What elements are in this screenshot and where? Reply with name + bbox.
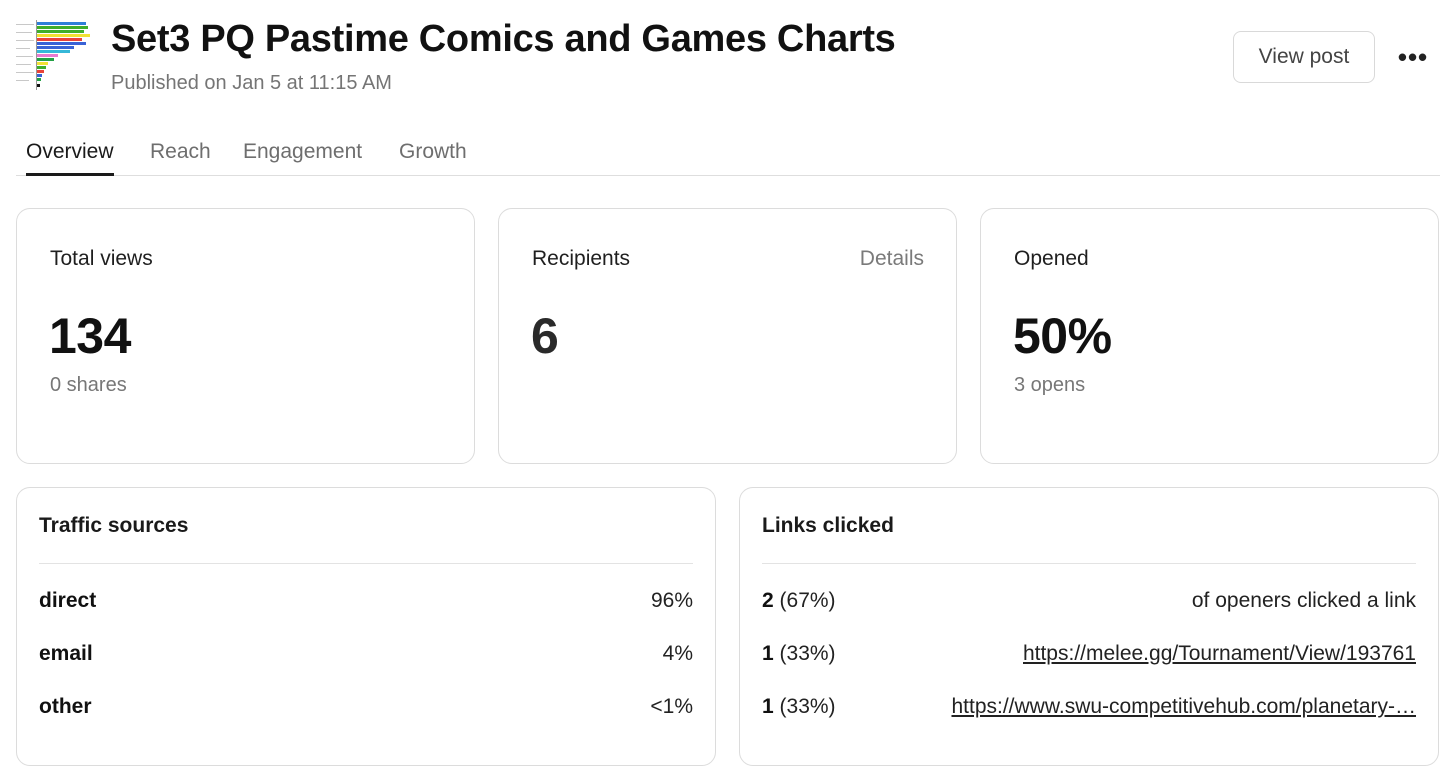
opens-count: 3 opens (1014, 374, 1086, 396)
click-count: 1 (33%) (762, 695, 836, 719)
click-count: 1 (33%) (762, 642, 836, 666)
thumbnail-label (16, 48, 30, 49)
thumbnail-bar (36, 30, 84, 33)
traffic-row: other <1% (39, 695, 693, 725)
opened-card: Opened 50% 3 opens (980, 208, 1439, 464)
thumbnail-bar (36, 70, 44, 73)
shares-count: 0 shares (50, 374, 127, 396)
total-views-label: Total views (50, 247, 153, 270)
links-clicked-panel: Links clicked 2 (67%) of openers clicked… (739, 487, 1439, 766)
thumbnail-label (16, 40, 34, 41)
thumbnail-label (16, 56, 33, 57)
openers-clicked-text: of openers clicked a link (1191, 589, 1416, 612)
clicked-link-url[interactable]: https://www.swu-competitivehub.com/plane… (951, 695, 1416, 718)
thumbnail-bar (36, 78, 41, 81)
recipients-value: 6 (531, 308, 559, 364)
click-count-number: 1 (762, 642, 774, 665)
click-count-percent: (33%) (779, 642, 836, 665)
thumbnail-bar (36, 46, 74, 49)
link-row: 1 (33%) https://www.swu-competitivehub.c… (762, 695, 1416, 725)
traffic-source-share: 96% (650, 589, 693, 612)
thumbnail-label (16, 80, 29, 81)
thumbnail-bar (36, 54, 58, 57)
thumbnail-label (16, 32, 32, 33)
view-post-button[interactable]: View post (1233, 31, 1375, 83)
thumbnail-label (16, 24, 34, 25)
recipients-details-link[interactable]: Details (859, 247, 924, 270)
tab-bar: Overview Reach Engagement Growth (16, 136, 1440, 176)
click-count-number: 1 (762, 695, 774, 718)
thumbnail-bar (36, 58, 54, 61)
traffic-source-share: <1% (650, 695, 693, 718)
click-count-percent: (67%) (779, 589, 836, 612)
divider (762, 563, 1416, 564)
thumbnail-label (16, 72, 34, 73)
post-header: Set3 PQ Pastime Comics and Games Charts … (0, 0, 1456, 120)
thumbnail-bar (36, 50, 70, 53)
recipients-card: Recipients Details 6 (498, 208, 957, 464)
thumbnail-bar (36, 26, 88, 29)
click-count-percent: (33%) (779, 695, 836, 718)
traffic-sources-panel: Traffic sources direct 96% email 4% othe… (16, 487, 716, 766)
thumbnail-label (16, 64, 31, 65)
thumbnail-axis (36, 20, 37, 90)
traffic-row: direct 96% (39, 589, 693, 619)
page-title: Set3 PQ Pastime Comics and Games Charts (111, 18, 896, 60)
total-views-value: 134 (49, 308, 131, 364)
total-views-card: Total views 134 0 shares (16, 208, 475, 464)
tab-growth[interactable]: Growth (399, 140, 467, 163)
thumbnail-bar (36, 84, 40, 87)
tab-engagement[interactable]: Engagement (243, 140, 363, 163)
divider (39, 563, 693, 564)
link-row: 2 (67%) of openers clicked a link (762, 589, 1416, 619)
link-row: 1 (33%) https://melee.gg/Tournament/View… (762, 642, 1416, 672)
thumbnail-bar (36, 62, 48, 65)
click-count-number: 2 (762, 589, 774, 612)
traffic-source-name: other (39, 695, 92, 718)
opened-label: Opened (1014, 247, 1089, 270)
tab-overview[interactable]: Overview (26, 140, 114, 176)
tab-reach[interactable]: Reach (150, 140, 211, 163)
thumbnail-bar (36, 42, 86, 45)
thumbnail-bar (36, 22, 86, 25)
links-clicked-title: Links clicked (762, 514, 894, 537)
published-date: Published on Jan 5 at 11:15 AM (111, 72, 392, 94)
thumbnail-bar (36, 34, 90, 37)
thumbnail-bar (36, 66, 46, 69)
clicked-link-url[interactable]: https://melee.gg/Tournament/View/193761 (1022, 642, 1416, 665)
thumbnail-bar (36, 38, 82, 41)
more-horizontal-icon[interactable]: ••• (1397, 41, 1429, 72)
traffic-source-share: 4% (662, 642, 693, 665)
traffic-sources-title: Traffic sources (39, 514, 189, 537)
recipients-label: Recipients (532, 247, 631, 270)
traffic-row: email 4% (39, 642, 693, 672)
thumbnail-bar (36, 74, 42, 77)
post-thumbnail-image[interactable] (14, 18, 92, 92)
traffic-source-name: direct (39, 589, 97, 612)
traffic-source-name: email (39, 642, 93, 665)
opened-value: 50% (1013, 308, 1112, 364)
click-count: 2 (67%) (762, 589, 836, 613)
